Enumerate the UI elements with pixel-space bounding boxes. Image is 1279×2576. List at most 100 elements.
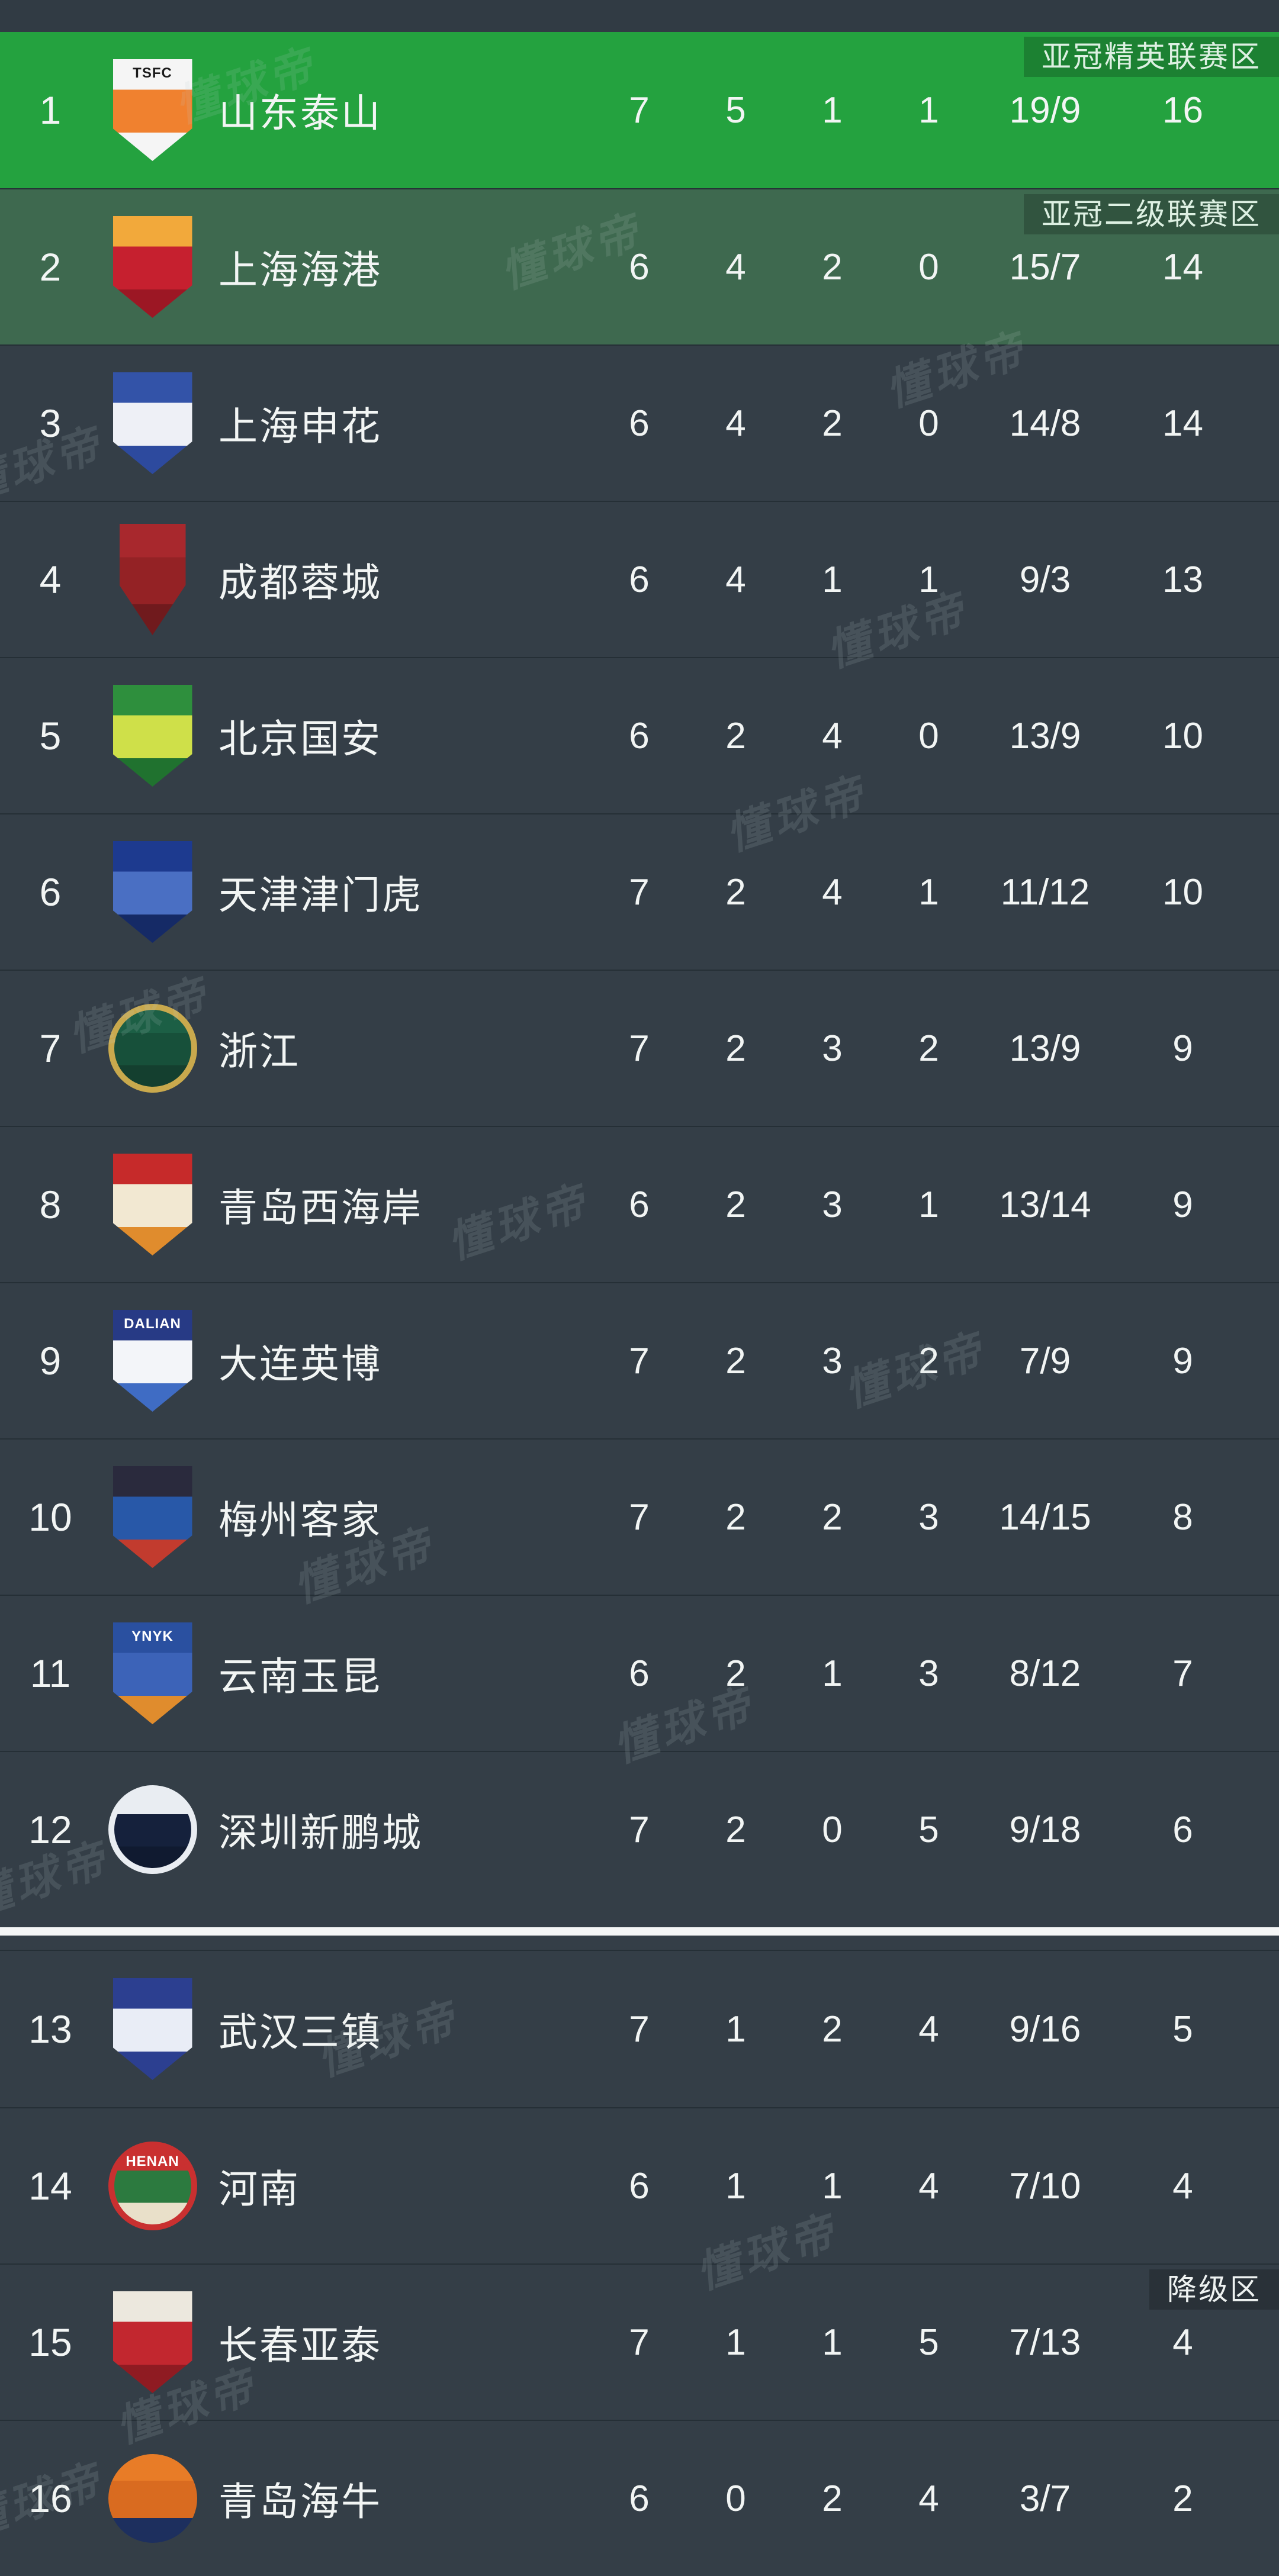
stat-goals: 14/8 <box>1009 402 1081 444</box>
rank: 13 <box>28 2007 72 2051</box>
section-divider <box>0 1927 1279 1936</box>
team-name: 浙江 <box>218 1029 300 1073</box>
team-crest <box>113 1978 192 2080</box>
table-row[interactable]: 12 深圳新鹏城 7 2 0 5 9/18 6 <box>0 1751 1279 1907</box>
stat-won: 5 <box>725 89 746 131</box>
stat-lost: 1 <box>918 559 939 600</box>
team-name: 成都蓉城 <box>218 561 382 604</box>
stat-points: 4 <box>1172 2321 1193 2363</box>
top-strip <box>0 0 1279 32</box>
table-row[interactable]: 11 YNYK 云南玉昆 6 2 1 3 8/12 7 <box>0 1595 1279 1751</box>
stat-goals: 7/13 <box>1009 2321 1081 2363</box>
rank: 3 <box>39 401 62 445</box>
team-crest: DALIAN <box>113 1310 192 1412</box>
stat-points: 10 <box>1162 871 1203 913</box>
table-row[interactable]: 10 梅州客家 7 2 2 3 14/15 8 <box>0 1438 1279 1595</box>
team-name: 深圳新鹏城 <box>218 1811 423 1854</box>
stat-won: 1 <box>725 2008 746 2050</box>
stat-lost: 1 <box>918 89 939 131</box>
stat-goals: 14/15 <box>999 1496 1091 1538</box>
table-row[interactable]: 3 上海申花 6 4 2 0 14/8 14 <box>0 344 1279 501</box>
rank: 5 <box>39 714 62 758</box>
section-gap-lower <box>0 1936 1279 1950</box>
table-row[interactable]: 9 DALIAN 大连英博 7 2 3 2 7/9 9 <box>0 1282 1279 1438</box>
stat-drawn: 3 <box>822 1340 843 1382</box>
team-logo: DALIAN <box>101 1310 204 1412</box>
stat-played: 7 <box>629 1340 650 1382</box>
table-row[interactable]: 亚冠二级联赛区 2 上海海港 6 4 2 0 15/7 14 <box>0 188 1279 344</box>
team-crest <box>113 1154 192 1255</box>
team-logo <box>101 1785 204 1874</box>
stat-played: 6 <box>629 1184 650 1225</box>
table-row[interactable]: 5 北京国安 6 2 4 0 13/9 10 <box>0 657 1279 813</box>
stat-won: 1 <box>725 2321 746 2363</box>
table-row[interactable]: 13 武汉三镇 7 1 2 4 9/16 5 <box>0 1951 1279 2107</box>
stat-goals: 13/9 <box>1009 1028 1081 1069</box>
team-crest: TSFC <box>113 59 192 161</box>
team-name: 天津津门虎 <box>218 873 423 917</box>
zone-badge: 降级区 <box>1149 2269 1279 2310</box>
table-row[interactable]: 16 青岛海牛 6 0 2 4 3/7 2 <box>0 2420 1279 2576</box>
team-name: 山东泰山 <box>218 91 382 135</box>
stat-points: 6 <box>1172 1809 1193 1850</box>
stat-won: 4 <box>725 559 746 600</box>
stat-lost: 1 <box>918 1184 939 1225</box>
stat-lost: 5 <box>918 1809 939 1850</box>
stat-lost: 2 <box>918 1340 939 1382</box>
team-crest <box>113 685 192 787</box>
rank: 8 <box>39 1183 62 1226</box>
stat-points: 13 <box>1162 559 1203 600</box>
rank: 7 <box>39 1026 62 1070</box>
stat-points: 9 <box>1172 1184 1193 1225</box>
team-crest <box>108 1004 197 1093</box>
stat-lost: 1 <box>918 871 939 913</box>
stat-points: 9 <box>1172 1340 1193 1382</box>
table-row[interactable]: 4 成都蓉城 6 4 1 1 9/3 13 <box>0 501 1279 657</box>
table-row[interactable]: 14 HENAN 河南 6 1 1 4 7/10 4 <box>0 2107 1279 2263</box>
stat-goals: 3/7 <box>1019 2478 1071 2519</box>
team-name: 大连英博 <box>218 1342 382 1386</box>
stat-won: 2 <box>725 871 746 913</box>
rank: 11 <box>30 1651 71 1695</box>
stat-won: 2 <box>725 1340 746 1382</box>
stat-drawn: 2 <box>822 246 843 288</box>
stat-played: 7 <box>629 2008 650 2050</box>
stat-lost: 4 <box>918 2478 939 2519</box>
stat-points: 10 <box>1162 715 1203 756</box>
rank: 6 <box>39 870 62 914</box>
team-crest: YNYK <box>113 1622 192 1724</box>
team-name: 青岛海牛 <box>218 2480 382 2523</box>
team-crest <box>119 524 186 635</box>
stat-won: 2 <box>725 1653 746 1694</box>
rank: 10 <box>28 1495 72 1539</box>
stat-lost: 3 <box>918 1653 939 1694</box>
table-row[interactable]: 8 青岛西海岸 6 2 3 1 13/14 9 <box>0 1126 1279 1282</box>
rank: 15 <box>28 2320 72 2364</box>
table-row[interactable]: 7 浙江 7 2 3 2 13/9 9 <box>0 970 1279 1126</box>
stat-drawn: 2 <box>822 402 843 444</box>
stat-played: 6 <box>629 402 650 444</box>
team-crest-abbr: DALIAN <box>124 1316 181 1332</box>
stat-points: 9 <box>1172 1028 1193 1069</box>
stat-played: 6 <box>629 559 650 600</box>
table-row[interactable]: 亚冠精英联赛区 1 TSFC 山东泰山 7 5 1 1 19/9 16 <box>0 32 1279 188</box>
stat-played: 6 <box>629 2478 650 2519</box>
team-name: 青岛西海岸 <box>218 1186 423 1229</box>
team-logo <box>101 2454 204 2543</box>
stat-won: 4 <box>725 402 746 444</box>
stat-played: 6 <box>629 246 650 288</box>
team-crest <box>108 2454 197 2543</box>
stat-drawn: 1 <box>822 89 843 131</box>
stat-won: 2 <box>725 1028 746 1069</box>
stat-lost: 0 <box>918 402 939 444</box>
team-crest-abbr: HENAN <box>126 2153 179 2169</box>
stat-drawn: 3 <box>822 1028 843 1069</box>
stat-points: 4 <box>1172 2165 1193 2207</box>
stat-lost: 0 <box>918 715 939 756</box>
team-logo <box>101 216 204 318</box>
table-row[interactable]: 降级区 15 长春亚泰 7 1 1 5 7/13 4 <box>0 2263 1279 2420</box>
stat-played: 6 <box>629 1653 650 1694</box>
table-row[interactable]: 6 天津津门虎 7 2 4 1 11/12 10 <box>0 813 1279 970</box>
stat-points: 5 <box>1172 2008 1193 2050</box>
